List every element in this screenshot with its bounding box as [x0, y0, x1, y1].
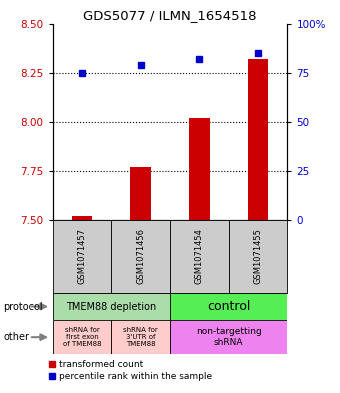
Text: GSM1071454: GSM1071454: [195, 228, 204, 285]
Text: TMEM88 depletion: TMEM88 depletion: [66, 301, 156, 312]
Text: non-targetting
shRNA: non-targetting shRNA: [196, 327, 261, 347]
Bar: [189, 118, 209, 220]
Bar: [53, 293, 170, 320]
Bar: [112, 320, 170, 354]
Bar: [170, 220, 228, 293]
Text: other: other: [3, 332, 29, 342]
Bar: [170, 293, 287, 320]
Bar: [248, 59, 268, 220]
Bar: [112, 220, 170, 293]
Bar: [72, 216, 92, 220]
Text: shRNA for
3'UTR of
TMEM88: shRNA for 3'UTR of TMEM88: [123, 327, 158, 347]
Bar: [170, 320, 287, 354]
Bar: [53, 220, 112, 293]
Legend: transformed count, percentile rank within the sample: transformed count, percentile rank withi…: [46, 356, 216, 384]
Text: GSM1071455: GSM1071455: [254, 228, 262, 285]
Title: GDS5077 / ILMN_1654518: GDS5077 / ILMN_1654518: [83, 9, 257, 22]
Bar: [53, 320, 112, 354]
Text: control: control: [207, 300, 250, 313]
Text: GSM1071457: GSM1071457: [78, 228, 86, 285]
Text: shRNA for
first exon
of TMEM88: shRNA for first exon of TMEM88: [63, 327, 101, 347]
Bar: [131, 167, 151, 220]
Bar: [229, 220, 287, 293]
Text: protocol: protocol: [3, 301, 43, 312]
Text: GSM1071456: GSM1071456: [136, 228, 145, 285]
